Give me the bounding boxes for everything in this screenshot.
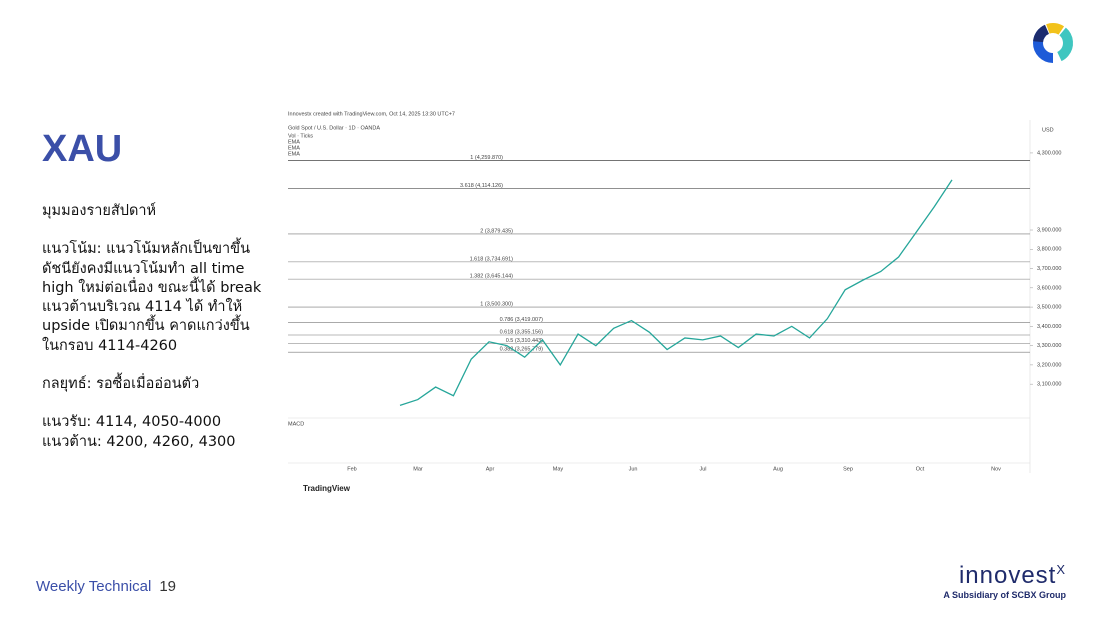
- paragraph: แนวรับ: 4114, 4050-4000 แนวต้าน: 4200, 42…: [42, 413, 261, 452]
- indicator: Vol · Ticks: [288, 133, 313, 139]
- heading: มุมมองรายสัปดาห์: [42, 203, 157, 219]
- text-line: แนวต้านบริเวณ 4114 ได้ ทำให้: [42, 299, 243, 316]
- logo-mark: [1033, 23, 1073, 63]
- fib-label: 0.5 (3,310.443): [506, 338, 543, 344]
- paragraph: กลยุทธ์: รอซื้อเมื่ออ่อนตัว: [42, 375, 261, 394]
- chart-bg: [285, 108, 1070, 503]
- y-tick-label: 3,100.000: [1037, 382, 1061, 388]
- x-tick-label: Jul: [699, 466, 706, 472]
- fib-label: 0.382 (3,265.779): [500, 347, 544, 353]
- fib-label: 0.786 (3,419.007): [500, 317, 544, 323]
- fib-label: 1.618 (3,734.691): [470, 256, 514, 262]
- fib-label: 0.618 (3,355.156): [500, 329, 544, 335]
- text-line: upside เปิดมากขึ้น คาดแกว่งขึ้น: [42, 318, 250, 335]
- text-line: กลยุทธ์: รอซื้อเมื่ออ่อนตัว: [42, 376, 200, 393]
- x-tick-label: Jun: [629, 466, 638, 472]
- x-tick-label: Sep: [843, 466, 853, 472]
- fib-label: 1.382 (3,645.144): [470, 274, 514, 280]
- brand-suffix: X: [1056, 562, 1066, 577]
- y-tick-label: 3,200.000: [1037, 362, 1061, 368]
- x-tick-label: May: [553, 466, 564, 472]
- x-tick-label: Oct: [916, 466, 925, 472]
- footer: Weekly Technical 19: [36, 578, 176, 595]
- chart-header: Innovestx created with TradingView.com, …: [288, 111, 455, 117]
- text-line: ดัชนียังคงมีแนวโน้มทำ all time: [42, 260, 245, 277]
- y-tick-label: 3,700.000: [1037, 266, 1061, 272]
- price-line: [399, 179, 953, 406]
- indicator: EMA: [288, 139, 300, 145]
- indicator: EMA: [288, 145, 300, 151]
- y-tick-label: 4,300.000: [1037, 150, 1061, 156]
- page-number: 19: [159, 578, 177, 595]
- y-tick-label: 3,400.000: [1037, 324, 1061, 330]
- footer-label: Weekly Technical: [36, 578, 152, 595]
- brand-name: innovestX: [943, 562, 1066, 590]
- x-tick-label: Feb: [347, 466, 356, 472]
- text-line: ในกรอบ 4114-4260: [42, 337, 178, 354]
- axis-unit: USD: [1042, 127, 1054, 133]
- slide-title: XAU: [42, 128, 123, 170]
- fib-label: 1 (3,500.300): [480, 301, 513, 307]
- brand: innovestX A Subsidiary of SCBX Group: [943, 562, 1066, 600]
- symbol: Gold Spot / U.S. Dollar · 1D · OANDA: [288, 125, 380, 131]
- x-tick-label: Nov: [991, 466, 1001, 472]
- paragraph: แนวโน้ม: แนวโน้มหลักเป็นขาขึ้นดัชนียังคง…: [42, 240, 261, 356]
- text-line: แนวโน้ม: แนวโน้มหลักเป็นขาขึ้น: [42, 241, 250, 258]
- y-tick-label: 3,800.000: [1037, 247, 1061, 253]
- x-tick-label: Apr: [486, 466, 495, 472]
- text-line: high ใหม่ต่อเนื่อง ขณะนี้ได้ break: [42, 279, 262, 296]
- y-tick-label: 3,500.000: [1037, 305, 1061, 311]
- brand-word: innovest: [958, 562, 1057, 589]
- macd-label: MACD: [288, 421, 304, 427]
- y-tick-label: 3,300.000: [1037, 343, 1061, 349]
- y-tick-label: 3,600.000: [1037, 285, 1061, 291]
- indicator: EMA: [288, 151, 300, 157]
- body-text: มุมมองรายสัปดาห์ แนวโน้ม: แนวโน้มหลักเป็…: [42, 202, 261, 471]
- text-line: แนวต้าน: 4200, 4260, 4300: [42, 433, 236, 450]
- tradingview-logo: TradingView: [303, 484, 351, 493]
- chart: Innovestx created with TradingView.com, …: [285, 108, 1070, 503]
- x-tick-label: Mar: [413, 466, 423, 472]
- brand-tagline: A Subsidiary of SCBX Group: [943, 590, 1066, 600]
- text-line: แนวรับ: 4114, 4050-4000: [42, 414, 222, 431]
- fib-label: 1 (4,259.870): [470, 155, 503, 161]
- fib-label: 3.618 (4,114.126): [460, 183, 503, 189]
- fib-label: 2 (3,879.435): [480, 228, 513, 234]
- y-tick-label: 3,900.000: [1037, 227, 1061, 233]
- x-tick-label: Aug: [773, 466, 783, 472]
